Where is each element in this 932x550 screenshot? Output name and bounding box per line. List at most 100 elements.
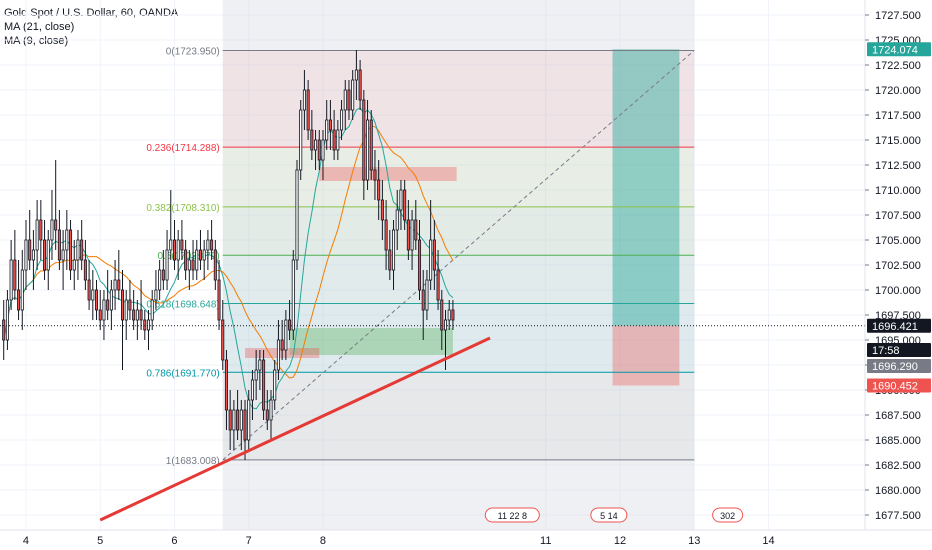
price-tick-label: 1720.000 [875,85,921,97]
candle [35,200,39,270]
event-badge: 5 14 [590,507,628,523]
candle-body [232,409,236,431]
candle [191,240,195,280]
candle-body [106,299,110,311]
candle [210,220,214,260]
fib-label: 0.786(1691.770) [146,368,219,379]
candle-body [388,249,392,271]
legend-symbol[interactable]: Gold Spot / U.S. Dollar, 60, OANDA [4,7,179,19]
candle [377,160,381,220]
candle [228,390,232,450]
candle-body [83,259,87,281]
candle [310,110,314,160]
price-tag-label: 1724.074 [872,44,918,56]
price-tick-label: 1722.500 [875,60,921,72]
price-tick-label: 1677.500 [875,510,921,522]
candle [95,280,99,320]
candle-body [124,299,128,321]
candle-body [310,129,314,151]
candle [343,80,347,130]
price-tick-label: 1682.500 [875,460,921,472]
candle-body [117,279,121,291]
fib-label: 0(1723.950) [166,47,220,58]
candle [299,100,303,180]
candle-body [317,139,321,161]
candle-body [366,119,370,181]
candle [54,160,58,250]
price-axis-bg [865,0,932,550]
candle-body [176,239,180,261]
candle [447,300,451,330]
candle-body [369,119,373,171]
price-axis: 1727.5001725.0001722.5001720.0001717.500… [864,0,932,550]
candle-body [295,169,299,261]
candle-body [347,89,351,111]
candle-body [54,219,58,231]
price-tag-label: 1696.290 [872,361,918,373]
time-tick-label: 5 [97,535,103,547]
candle-body [384,219,388,251]
price-tick-label: 1685.000 [875,435,921,447]
event-pill [590,507,628,523]
candle-body [440,299,444,331]
candle [414,200,418,250]
candle [273,360,277,410]
candle-body [332,129,336,151]
candle-body [202,249,206,261]
candle [321,130,325,180]
candle [328,100,332,150]
candle-body [436,269,440,301]
legend-ma21[interactable]: MA (21, close) [4,21,75,33]
candle [336,120,340,160]
candle-body [250,379,254,401]
price-tag [867,343,931,357]
candle [366,100,370,190]
candle [451,300,455,330]
price-tick-label: 1680.000 [875,485,921,497]
candle [46,230,50,290]
candle-body [399,189,403,211]
candle-body [102,299,106,321]
candle-body [76,239,80,261]
candle [76,230,80,280]
candle [399,180,403,230]
candle-body [146,319,151,331]
candle [369,110,373,180]
candle [187,250,191,290]
candle-body [143,319,147,331]
price-tick-label: 1705.000 [875,235,921,247]
candle-body [132,309,136,321]
candle [380,180,384,240]
candle-body [336,129,340,151]
candle [154,270,158,310]
candle-body [165,249,169,281]
candle [202,240,206,280]
candle [340,100,344,140]
event-label: 11 22 8 [498,511,527,521]
candle [172,220,176,270]
candle-body [191,259,195,271]
candle [165,230,169,290]
event-pill [712,507,744,523]
candle-body [87,279,91,301]
candle-body [154,289,158,301]
fib-band [222,206,695,256]
candle-body [46,239,50,271]
candle-body [280,339,284,351]
candle-body [443,319,448,331]
candle-body [340,109,344,131]
legend-ma9[interactable]: MA (9, close) [4,35,69,47]
candle-body [109,289,113,311]
event-pill [484,507,540,523]
candle [325,100,329,150]
fib-band [222,255,695,304]
candle-body [61,249,65,261]
candle [69,220,73,280]
candle-body [150,299,154,321]
candle-body [198,249,202,261]
candle [265,390,269,430]
candle [72,240,76,290]
candle-body [13,259,17,291]
candle [206,230,210,270]
